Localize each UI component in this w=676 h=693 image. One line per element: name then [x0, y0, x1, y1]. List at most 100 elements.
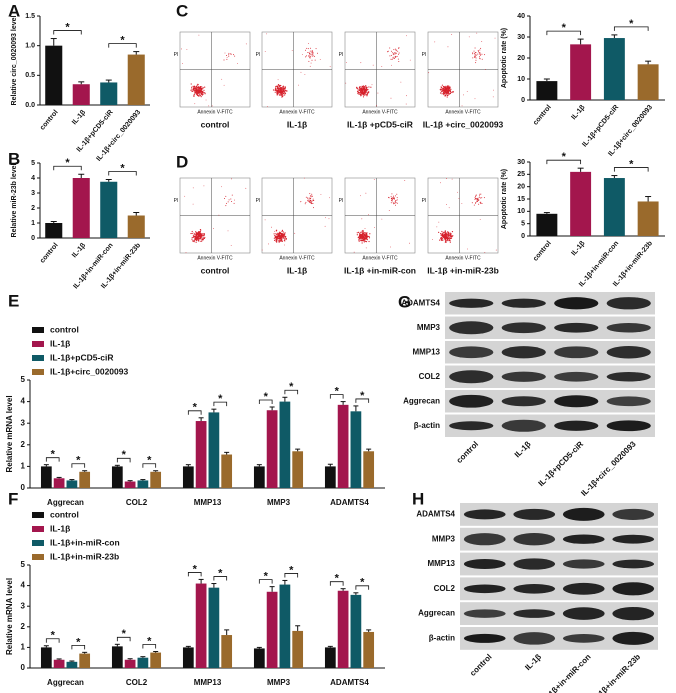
- error-bar: [211, 408, 217, 413]
- cell-dot: [197, 94, 199, 97]
- cell-dot: [362, 232, 364, 235]
- cell-dot: [300, 71, 302, 73]
- cell-dot: [200, 238, 202, 240]
- cell-dot: [475, 62, 477, 64]
- cell-dot: [456, 191, 458, 193]
- cell-dot: [447, 46, 449, 48]
- cell-dot: [390, 58, 392, 60]
- y-axis-label: Apoptotic rate (%): [501, 169, 508, 229]
- cell-dot: [225, 202, 227, 204]
- cell-dot: [191, 236, 193, 239]
- cell-dot: [474, 197, 476, 199]
- cell-dot: [386, 51, 388, 53]
- cell-dot: [274, 236, 276, 238]
- blot-band: [606, 420, 651, 432]
- bar: [53, 478, 65, 488]
- cell-dot: [227, 230, 229, 232]
- flow-condition: IL-1β: [287, 119, 307, 129]
- cell-dot: [363, 234, 365, 236]
- cell-dot: [481, 197, 483, 199]
- cell-dot: [478, 203, 480, 205]
- cell-dot: [329, 66, 331, 68]
- cell-dot: [444, 95, 446, 97]
- significance-bracket: [71, 463, 86, 468]
- cell-dot: [392, 198, 394, 200]
- significance-bracket: [142, 463, 157, 468]
- cell-dot: [405, 103, 407, 105]
- blot-strip: [445, 390, 655, 413]
- blot-band: [463, 559, 506, 569]
- cell-dot: [191, 230, 193, 233]
- cell-dot: [461, 203, 463, 204]
- cell-dot: [201, 233, 203, 235]
- error-bar: [645, 60, 652, 65]
- cell-dot: [478, 52, 480, 54]
- cell-dot: [449, 238, 451, 240]
- error-bar: [153, 651, 159, 653]
- cell-dot: [438, 231, 440, 233]
- cell-dot: [362, 93, 365, 95]
- cell-dots: [428, 32, 496, 107]
- cell-dot: [192, 85, 194, 87]
- legend-label: IL-1β+pCD5-ciR: [50, 352, 114, 362]
- cell-dot: [197, 92, 200, 94]
- cell-dot: [366, 86, 368, 89]
- condition-label: IL-1β+pCD5-ciR: [537, 439, 586, 488]
- cell-dot: [473, 50, 475, 52]
- cell-dot: [312, 198, 314, 200]
- cell-dot: [445, 88, 447, 90]
- cell-dot: [363, 91, 365, 94]
- cell-dot: [478, 50, 480, 52]
- y-tick-label: 30: [517, 34, 525, 41]
- cell-dot: [310, 196, 312, 198]
- cell-dot: [275, 89, 277, 91]
- cell-dot: [365, 84, 367, 87]
- cell-dot: [363, 94, 365, 96]
- blot-band: [501, 396, 546, 407]
- blot-band: [554, 371, 599, 382]
- cell-dot: [481, 41, 483, 42]
- blot-strip: [445, 316, 655, 339]
- cell-dot: [441, 237, 443, 240]
- blot-strip: [460, 503, 658, 526]
- panel-label: F: [8, 489, 18, 508]
- cell-dot: [368, 214, 369, 216]
- legend-swatch: [32, 526, 44, 532]
- cell-dot: [310, 201, 312, 203]
- cell-dot: [307, 52, 309, 54]
- cell-dot: [276, 92, 278, 94]
- cell-dot: [364, 237, 366, 239]
- bar: [603, 38, 625, 100]
- cell-dot: [225, 195, 227, 197]
- cell-dot: [195, 234, 197, 236]
- legend-label: IL-1β+circ_0020093: [50, 366, 128, 376]
- cell-dot: [291, 49, 293, 51]
- x-tick-label: IL-1β: [570, 103, 587, 121]
- blot-band: [562, 559, 605, 569]
- bar: [570, 171, 592, 236]
- cell-dot: [442, 85, 445, 88]
- error-bar: [353, 592, 359, 595]
- cell-dot: [475, 197, 477, 199]
- cell-dot: [303, 177, 305, 179]
- bar: [66, 661, 78, 668]
- cell-dot: [231, 200, 233, 202]
- cell-dot: [360, 93, 362, 96]
- significance-label: *: [76, 636, 81, 648]
- cell-dot: [194, 89, 197, 92]
- cell-dot: [310, 47, 312, 49]
- cell-dots: [353, 178, 410, 253]
- cell-dot: [195, 232, 197, 234]
- cell-dot: [196, 238, 198, 240]
- blot-band: [501, 322, 546, 334]
- cell-dot: [279, 92, 281, 94]
- cell-dot: [201, 89, 203, 91]
- cell-dot: [361, 234, 364, 236]
- cell-dot: [447, 238, 449, 240]
- cell-dot: [196, 84, 198, 86]
- cell-dots: [264, 33, 331, 108]
- blot-band: [449, 321, 494, 335]
- significance-bracket: [355, 585, 370, 590]
- cell-dot: [474, 47, 476, 49]
